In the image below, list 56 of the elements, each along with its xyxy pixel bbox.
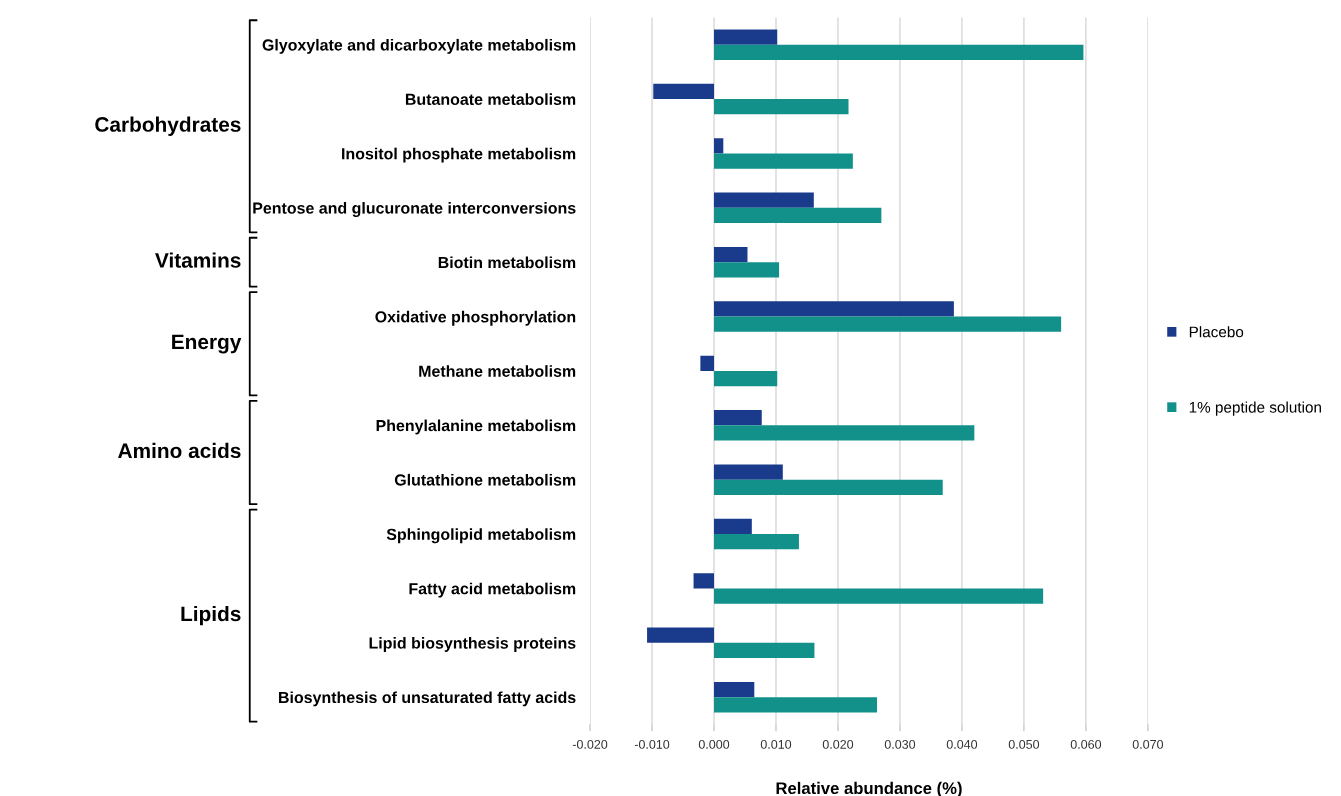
y-tick-label: Glutathione metabolism <box>394 473 576 486</box>
text: Energy <box>172 334 242 354</box>
bar <box>714 410 762 426</box>
y-tick-label: Inositol phosphate metabolism <box>342 147 576 163</box>
x-tick-label: 0.010 <box>760 739 792 749</box>
bar <box>714 153 853 169</box>
x-tick-label: 0.000 <box>698 739 730 749</box>
bar <box>714 588 1044 604</box>
bar <box>714 370 778 387</box>
x-tick-label: -0.020 <box>572 739 608 749</box>
x-tick-label: 0.020 <box>822 739 854 749</box>
bar <box>714 138 724 154</box>
x-tick-label: 0.060 <box>1070 739 1102 749</box>
y-tick-label: Pentose and glucuronate interconversions <box>253 202 576 217</box>
y-tick-label: Biotin metabolism <box>438 256 576 269</box>
bar <box>714 479 943 495</box>
y-tick-label: Butanoate metabolism <box>405 93 576 106</box>
bar <box>714 642 815 659</box>
bar <box>714 697 878 713</box>
bar <box>714 99 849 115</box>
bar <box>700 355 715 371</box>
bar <box>653 83 715 100</box>
y-tick-label: Methane metabolism <box>419 365 576 377</box>
y-tick-label: Oxidative phosphorylation <box>375 310 576 326</box>
x-tick-label: 0.050 <box>1008 739 1040 749</box>
bar <box>714 518 752 535</box>
bar <box>714 29 778 45</box>
x-tick-label: 0.070 <box>1132 739 1164 749</box>
y-tick-label: Biosynthesis of unsaturated fatty acids <box>279 691 576 707</box>
y-tick-label: Fatty acid metabolism <box>409 582 576 598</box>
text: Lipids <box>181 605 241 626</box>
x-tick-label: 0.040 <box>946 739 978 749</box>
bar <box>714 192 814 208</box>
bar <box>714 44 1084 60</box>
legend-label: Placebo <box>1189 326 1244 338</box>
x-tick-label: -0.010 <box>634 739 670 749</box>
bar <box>714 464 783 480</box>
text: Carbohydrates <box>95 116 241 136</box>
bar <box>714 316 1062 332</box>
bar <box>714 425 975 441</box>
bar <box>714 207 882 224</box>
y-tick-label: Lipid biosynthesis proteins <box>369 637 576 652</box>
y-tick-label: Phenylalanine metabolism <box>376 419 576 435</box>
text: Amino acids <box>118 442 241 459</box>
legend-label: 1% peptide solution <box>1189 401 1321 416</box>
text: Vitamins <box>155 252 241 268</box>
bar <box>714 301 954 317</box>
bar <box>714 246 748 263</box>
bar <box>714 262 780 278</box>
bar <box>714 534 799 550</box>
x-tick-label: 0.030 <box>884 739 916 749</box>
bar <box>693 573 715 589</box>
y-tick-label: Glyoxylate and dicarboxylate metabolism <box>262 38 576 54</box>
bar <box>647 627 715 643</box>
bar <box>714 681 755 698</box>
y-tick-label: Sphingolipid metabolism <box>386 528 576 544</box>
